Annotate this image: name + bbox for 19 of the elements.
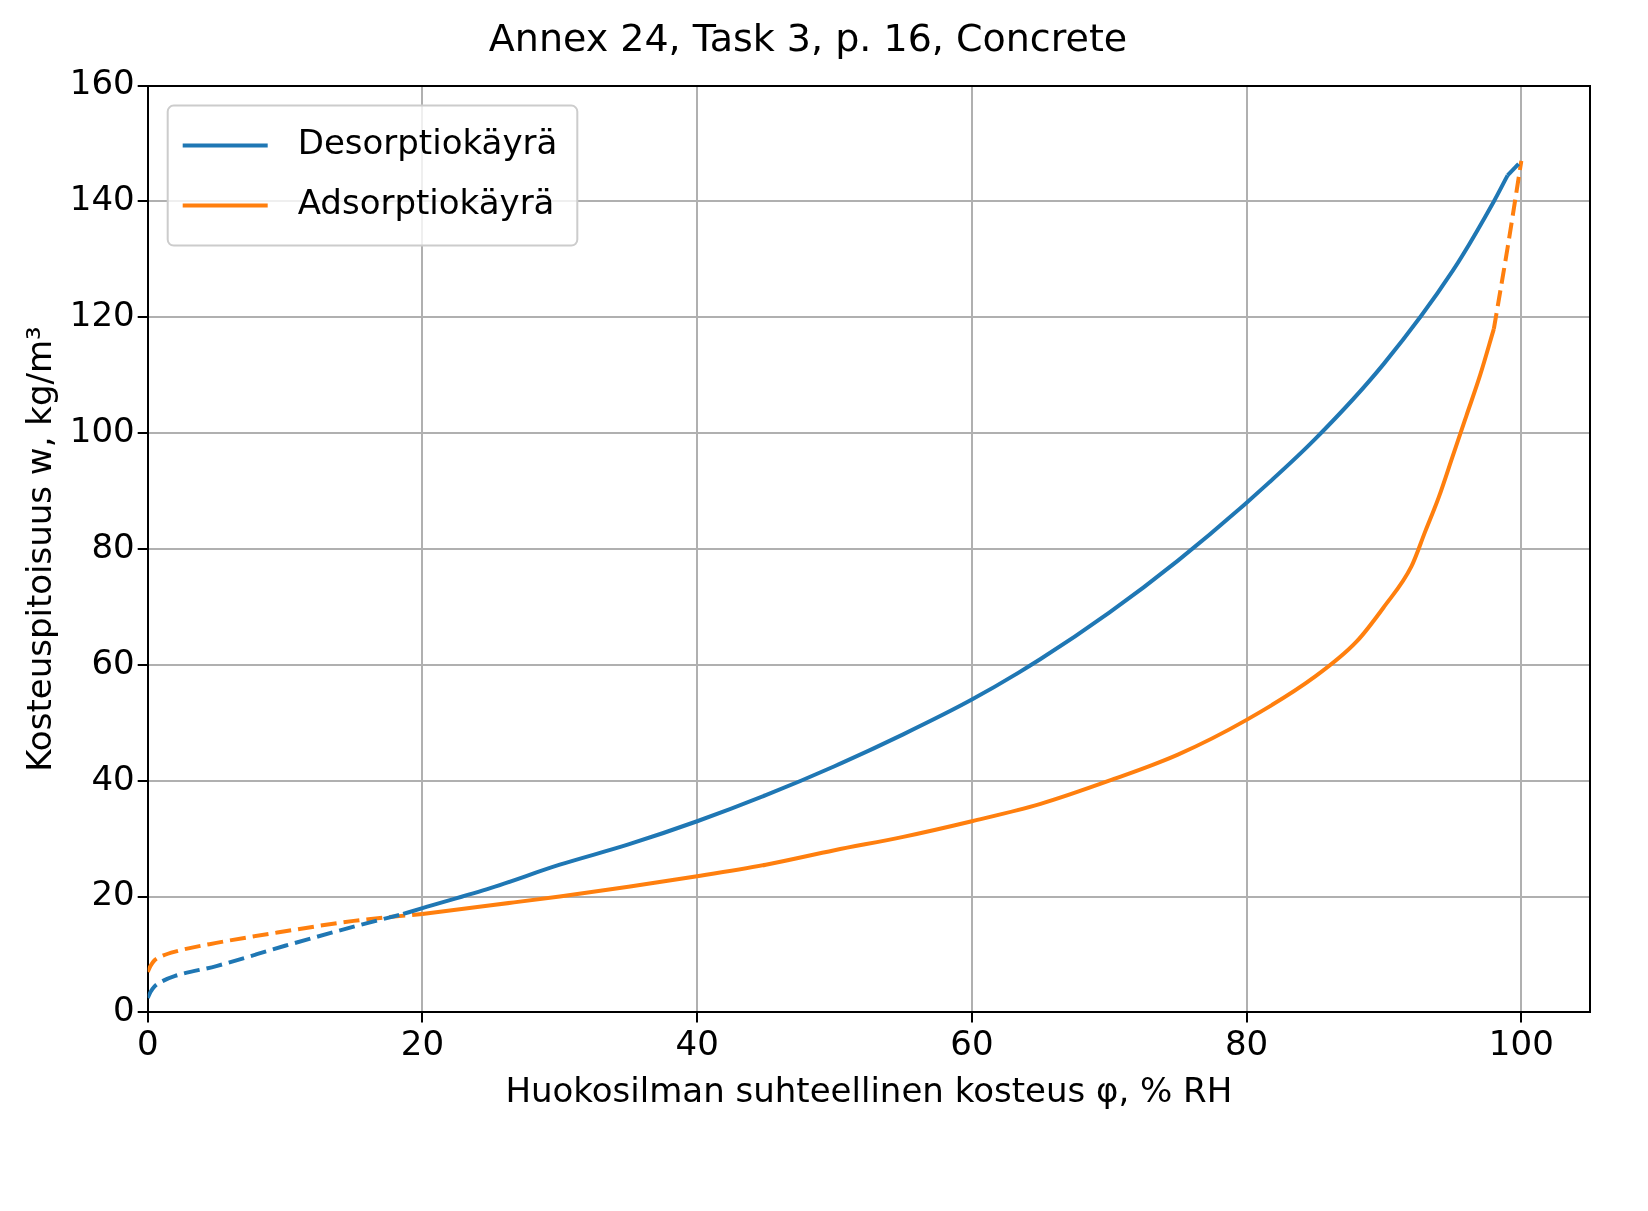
x-tick-label: 60 bbox=[950, 1022, 994, 1063]
y-axis-title: Kosteuspitoisuus w, kg/m³ bbox=[19, 326, 60, 772]
y-tick-label: 0 bbox=[113, 989, 135, 1030]
x-tick-label: 40 bbox=[675, 1022, 719, 1063]
y-tick-label: 120 bbox=[69, 294, 135, 335]
y-tick-label: 40 bbox=[91, 757, 135, 798]
chart-title: Annex 24, Task 3, p. 16, Concrete bbox=[488, 15, 1128, 60]
y-tick-label: 140 bbox=[69, 178, 135, 219]
legend-label: Desorptiokäyrä bbox=[297, 122, 558, 163]
x-tick-label: 20 bbox=[400, 1022, 445, 1063]
y-tick-label: 80 bbox=[91, 525, 135, 566]
y-tick-label: 20 bbox=[91, 873, 135, 914]
y-tick-label: 60 bbox=[91, 641, 135, 682]
y-tick-label: 100 bbox=[69, 409, 135, 450]
x-tick-label: 80 bbox=[1224, 1022, 1269, 1063]
y-tick-label: 160 bbox=[69, 62, 135, 103]
x-tick-label: 100 bbox=[1488, 1022, 1554, 1063]
x-axis-title: Huokosilman suhteellinen kosteus φ, % RH bbox=[505, 1070, 1233, 1111]
legend-label: Adsorptiokäyrä bbox=[297, 182, 555, 223]
